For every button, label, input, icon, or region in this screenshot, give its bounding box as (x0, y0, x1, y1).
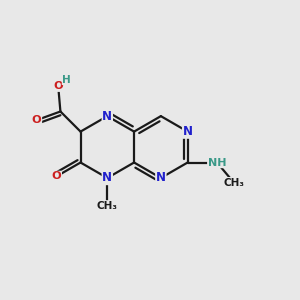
Text: N: N (183, 125, 193, 138)
Text: H: H (62, 75, 71, 85)
Text: CH₃: CH₃ (97, 201, 118, 211)
Text: O: O (32, 115, 41, 125)
Text: O: O (52, 171, 61, 182)
Text: N: N (156, 172, 166, 184)
Text: NH: NH (208, 158, 226, 167)
Text: N: N (102, 110, 112, 123)
Text: CH₃: CH₃ (224, 178, 244, 188)
Text: N: N (102, 172, 112, 184)
Text: O: O (53, 81, 63, 91)
